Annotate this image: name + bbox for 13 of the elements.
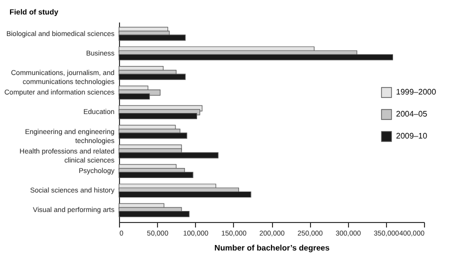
- bar: [118, 113, 198, 120]
- bar: [118, 34, 186, 41]
- legend-label: 2004–05: [396, 110, 428, 118]
- bar: [118, 191, 252, 198]
- bar: [118, 74, 186, 80]
- bar: [118, 211, 190, 218]
- bar: [118, 172, 194, 178]
- bar: [118, 152, 218, 158]
- legend-label: 1999–2000: [396, 88, 437, 96]
- legend-label: 2009–10: [396, 132, 428, 140]
- bar: [118, 132, 188, 139]
- bar: [118, 54, 394, 60]
- x-axis-title: Number of bachelor’s degrees: [214, 244, 330, 252]
